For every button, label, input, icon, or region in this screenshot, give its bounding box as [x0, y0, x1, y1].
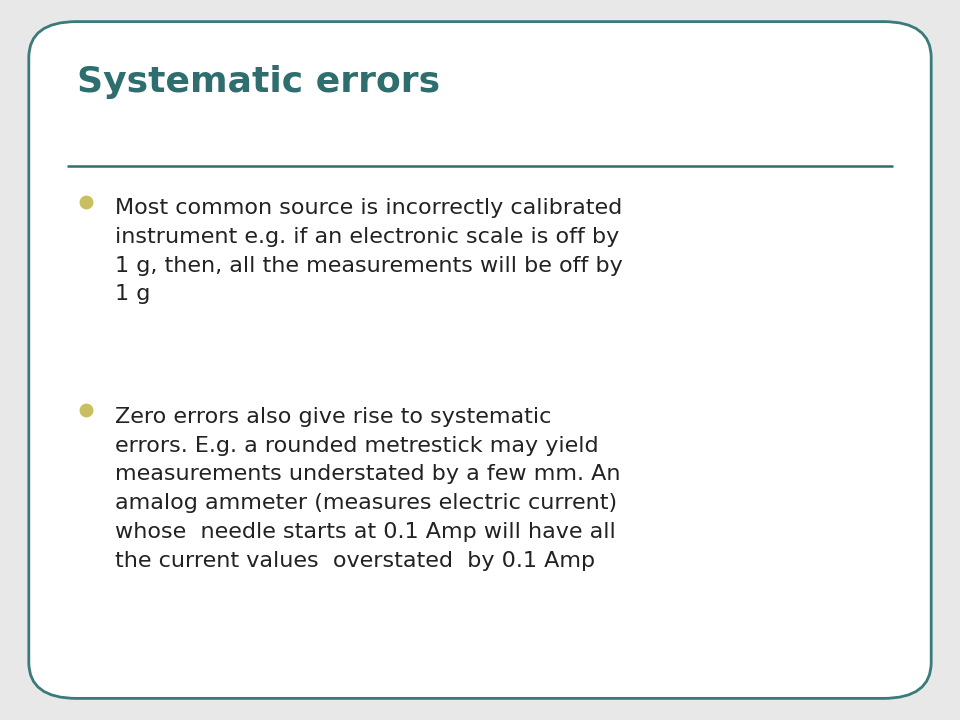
Text: Systematic errors: Systematic errors: [77, 65, 440, 99]
Text: Zero errors also give rise to systematic
errors. E.g. a rounded metrestick may y: Zero errors also give rise to systematic…: [115, 407, 621, 571]
Text: Most common source is incorrectly calibrated
instrument e.g. if an electronic sc: Most common source is incorrectly calibr…: [115, 198, 623, 305]
FancyBboxPatch shape: [29, 22, 931, 698]
